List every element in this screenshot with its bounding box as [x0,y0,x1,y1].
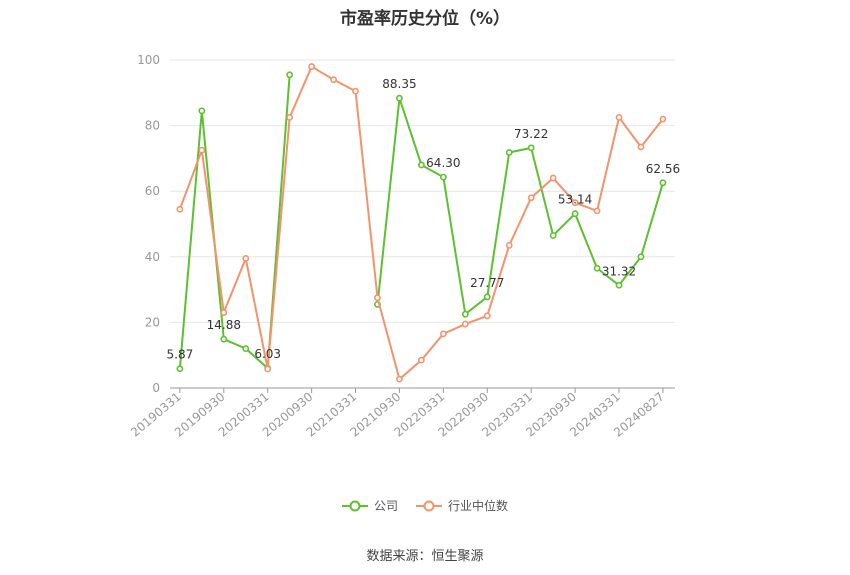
data-point-1 [461,320,469,328]
data-point-0 [571,210,579,218]
legend-swatch-industry-icon [416,500,442,511]
data-point-1 [571,199,579,207]
data-point-1 [352,87,359,95]
data-point-0 [659,179,667,187]
data-point-1 [439,330,447,338]
legend-item-industry[interactable]: 行业中位数 [416,497,508,514]
data-point-0 [176,365,184,373]
data-point-1 [198,146,206,154]
chart-title: 市盈率历史分位（%） [339,9,511,29]
data-point-0 [615,281,623,289]
data-label: 6.03 [254,347,281,361]
data-point-1 [659,115,667,123]
line-chart: 0204060801002019033120190930202003312020… [128,53,680,440]
data-point-0 [198,107,206,115]
legend-item-company[interactable]: 公司 [341,497,398,514]
data-point-1 [242,255,250,262]
data-point-1 [637,143,645,151]
data-point-0 [483,293,491,301]
y-tick-label: 60 [145,184,160,198]
data-point-1 [264,365,272,373]
data-label: 62.56 [646,162,680,176]
y-tick-label: 0 [152,381,160,395]
data-point-1 [176,205,184,213]
data-point-0 [396,94,403,102]
series-line-0 [376,97,664,317]
data-point-1 [330,76,337,84]
legend-swatch-company-icon [341,500,368,511]
data-point-1 [505,241,513,249]
data-point-0 [549,232,557,239]
data-label: 88.35 [382,77,416,91]
data-label: 53.14 [558,193,592,207]
data-point-0 [593,264,601,272]
data-point-0 [505,149,513,156]
data-point-0 [527,144,535,152]
data-point-0 [461,310,469,318]
data-point-1 [220,309,228,316]
data-point-0 [220,335,228,343]
data-point-1 [418,356,425,364]
y-tick-label: 100 [137,53,160,67]
legend-label-industry: 行业中位数 [448,499,509,513]
data-point-0 [418,161,425,169]
data-point-0 [242,345,250,353]
legend-label-company: 公司 [373,499,398,513]
y-tick-label: 80 [145,119,160,133]
y-tick-label: 40 [145,250,160,264]
data-point-1 [549,174,557,182]
data-point-1 [483,312,491,320]
data-label: 27.77 [470,276,504,290]
data-point-1 [286,114,294,121]
data-point-1 [374,294,381,302]
data-point-0 [439,173,447,181]
data-label: 14.88 [207,318,241,332]
y-tick-label: 20 [145,315,160,329]
data-label: 64.30 [426,156,460,170]
data-point-1 [593,207,601,215]
series-line-1 [178,65,664,381]
legend: 公司 行业中位数 [0,497,850,514]
data-label: 31.32 [602,264,636,278]
data-point-1 [396,375,403,383]
data-point-1 [527,194,535,202]
data-point-0 [286,71,294,79]
source-note: 数据来源：恒生聚源 [366,549,484,564]
data-point-0 [637,253,645,261]
data-point-1 [308,63,316,70]
data-point-1 [615,114,623,121]
data-label: 73.22 [514,127,548,141]
data-label: 5.87 [167,348,194,362]
